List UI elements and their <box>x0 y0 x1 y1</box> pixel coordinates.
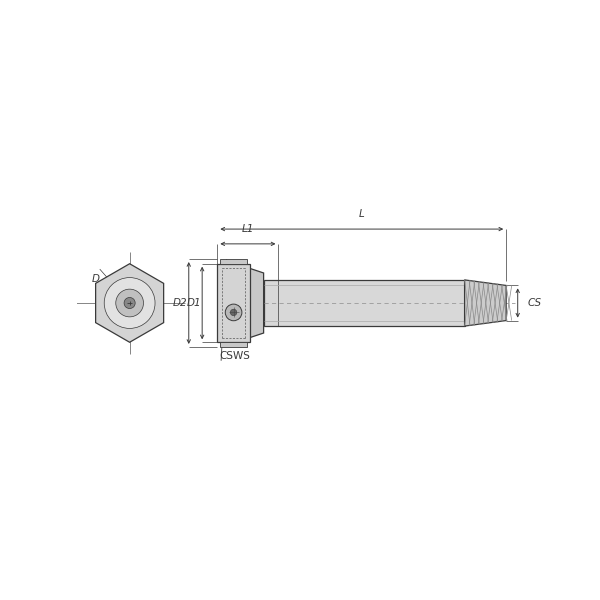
Polygon shape <box>464 280 506 326</box>
Polygon shape <box>220 259 247 264</box>
Text: CS: CS <box>528 298 542 308</box>
Polygon shape <box>263 280 464 326</box>
Circle shape <box>124 298 135 308</box>
Text: D: D <box>92 274 100 284</box>
Polygon shape <box>95 264 164 342</box>
Text: L1: L1 <box>242 224 254 233</box>
Text: CSWS: CSWS <box>220 351 251 361</box>
Circle shape <box>116 289 143 317</box>
Text: D1: D1 <box>187 298 201 308</box>
Polygon shape <box>220 342 247 347</box>
Circle shape <box>230 309 237 316</box>
Text: L: L <box>359 209 365 219</box>
Text: D2: D2 <box>173 298 188 308</box>
Polygon shape <box>250 268 263 338</box>
Circle shape <box>104 278 155 328</box>
Circle shape <box>225 304 242 321</box>
Polygon shape <box>217 264 250 342</box>
